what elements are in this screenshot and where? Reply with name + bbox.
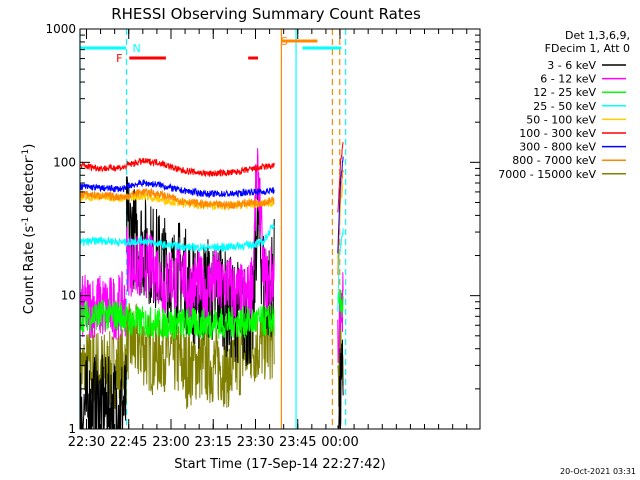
x-tick-label: 23:45 (279, 435, 316, 450)
flag-label: N (132, 42, 140, 55)
legend: Det 1,3,6,9, FDecim 1, Att 0 3 - 6 keV6 … (498, 29, 630, 181)
y-label-sup: -1 (21, 217, 31, 226)
footer-timestamp: 20-Oct-2021 03:31 (560, 467, 636, 476)
series-line (125, 305, 275, 340)
x-tick-label: 23:00 (152, 435, 189, 450)
y-axis-label: Count Rate (s-1 detector-1) (21, 144, 37, 315)
y-tick-label: 10 (61, 289, 76, 303)
x-tick-label: 00:00 (321, 435, 358, 450)
y-label-sup: -1 (21, 149, 31, 158)
series-line (125, 187, 275, 211)
series-line (125, 148, 275, 329)
legend-header: Det 1,3,6,9, (565, 29, 630, 42)
plot-frame (79, 28, 481, 430)
x-tick-label: 23:15 (195, 435, 232, 450)
legend-entry-label: 12 - 25 keV (533, 86, 596, 99)
y-label-part: ) (22, 144, 37, 149)
series-line (337, 169, 344, 275)
legend-entry-label: 100 - 300 keV (519, 127, 596, 140)
x-tick-label: 22:30 (68, 435, 105, 450)
series-line (337, 156, 344, 254)
y-axis-ticks: 1 10 100 1000 (45, 22, 480, 436)
x-axis-label: Start Time (17-Sep-14 22:27:42) (174, 457, 385, 472)
legend-entry-label: 3 - 6 keV (547, 59, 596, 72)
series-line (79, 270, 127, 340)
legend-entry-label: 6 - 12 keV (540, 73, 596, 86)
x-axis-ticks: 22:30 22:45 23:00 23:15 23:30 23:45 00:00 (68, 29, 468, 450)
x-tick-label: 23:30 (237, 435, 274, 450)
x-tick-label: 22:45 (110, 435, 147, 450)
y-tick-label: 1 (68, 422, 76, 436)
series-line (79, 354, 127, 430)
series-line (79, 183, 127, 193)
flag-label: F (116, 52, 122, 65)
series-line (337, 142, 344, 213)
series-line (337, 228, 344, 312)
series-line (337, 289, 344, 318)
series-line (79, 160, 127, 173)
series-line (125, 222, 275, 253)
legend-entry-label: 800 - 7000 keV (512, 154, 596, 167)
series-line (337, 272, 344, 363)
series-line (79, 190, 127, 201)
legend-entry-label: 25 - 50 keV (533, 100, 596, 113)
legend-entry-label: 50 - 100 keV (526, 113, 596, 126)
y-tick-label: 1000 (45, 22, 76, 36)
series-line (79, 236, 127, 247)
legend-entry-label: 7000 - 15000 keV (498, 168, 596, 181)
legend-header: FDecim 1, Att 0 (545, 42, 630, 55)
y-label-part: Count Rate (s (22, 226, 37, 315)
legend-entry-label: 300 - 800 keV (519, 141, 596, 154)
series-line (125, 157, 275, 178)
y-tick-label: 100 (53, 155, 76, 169)
flag-bars: NF S (80, 35, 342, 65)
y-label-part: detector (22, 157, 37, 217)
series-line (79, 299, 127, 333)
series-line (125, 178, 275, 198)
chart-title: RHESSI Observing Summary Count Rates (111, 5, 421, 23)
flag-label: S (281, 35, 288, 48)
